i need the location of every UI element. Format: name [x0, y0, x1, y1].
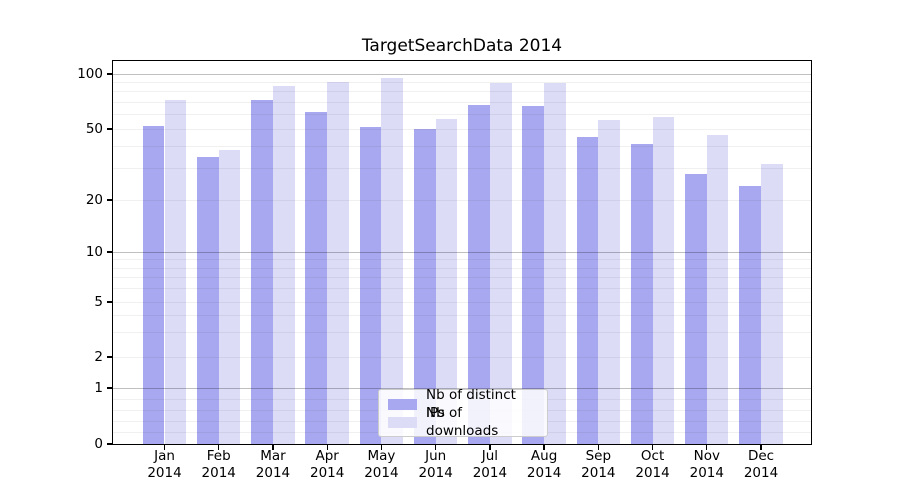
x-tick-label-apr: Apr 2014	[310, 448, 345, 481]
x-tick-label-jan: Jan 2014	[147, 448, 182, 481]
bar-downloads-feb	[218, 150, 241, 444]
y-tick-label-10: 10	[85, 244, 103, 260]
bar-ips-dec	[739, 185, 762, 444]
bar-ips-jan	[142, 125, 165, 444]
plot-area: Nb of distinct IPs Nb of downloads	[112, 60, 812, 445]
legend-label-distinct-ips: Nb of distinct IPs	[426, 387, 516, 421]
y-tick-mark-0	[107, 443, 112, 445]
legend: Nb of distinct IPs Nb of downloads	[378, 387, 548, 439]
gridline-minor-30	[113, 168, 811, 170]
x-tick-mark-sep	[597, 445, 599, 450]
y-tick-mark-5	[107, 301, 112, 303]
x-tick-mark-jun	[435, 445, 437, 450]
gridline-major-10	[113, 251, 811, 253]
bar-ips-feb	[197, 156, 219, 444]
x-tick-label-mar: Mar 2014	[255, 448, 291, 481]
gridline-minor-60	[113, 114, 811, 116]
x-tick-mark-nov	[706, 445, 708, 450]
y-tick-label-20: 20	[85, 192, 103, 208]
y-tick-label-5: 5	[94, 294, 103, 310]
gridline-minor-5	[113, 301, 811, 303]
legend-swatch-downloads	[388, 416, 417, 428]
x-tick-mark-jan	[163, 445, 166, 450]
x-tick-mark-aug	[543, 445, 545, 450]
gridline-minor-7	[113, 277, 811, 279]
x-tick-label-sep: Sep 2014	[581, 448, 616, 481]
gridline-major-100	[113, 73, 811, 75]
bar-ips-jun	[413, 129, 436, 444]
bar-downloads-sep	[598, 120, 621, 444]
x-tick-mark-may	[380, 445, 383, 450]
gridline-minor-8	[113, 267, 811, 269]
gridline-minor-2	[113, 356, 811, 358]
gridline-minor-4	[113, 314, 811, 316]
x-tick-label-dec: Dec 2014	[743, 448, 779, 481]
y-tick-label-100: 100	[77, 66, 103, 82]
bar-ips-aug	[522, 105, 545, 444]
x-tick-label-aug: Aug 2014	[526, 448, 562, 481]
x-tick-mark-apr	[326, 445, 328, 450]
bar-downloads-may	[381, 78, 404, 444]
bar-downloads-nov	[706, 135, 729, 444]
bar-downloads-jan	[164, 100, 187, 444]
gridline-minor-40	[113, 145, 811, 147]
x-tick-mark-dec	[760, 445, 762, 450]
bar-ips-apr	[305, 111, 328, 444]
bar-ips-may	[359, 127, 382, 444]
gridline-minor-70	[113, 101, 811, 103]
bar-ips-oct	[630, 144, 653, 444]
bar-ips-sep	[576, 137, 599, 444]
gridline-minor-20	[113, 199, 811, 201]
y-tick-mark-2	[107, 356, 112, 358]
x-tick-mark-jul	[489, 445, 491, 450]
bar-ips-mar	[251, 100, 273, 444]
bar-downloads-mar	[272, 85, 295, 444]
x-tick-label-may: May 2014	[364, 448, 399, 481]
x-tick-label-jul: Jul 2014	[472, 448, 508, 481]
gridline-minor-6	[113, 288, 811, 290]
x-tick-label-oct: Oct 2014	[635, 448, 670, 481]
gridline-minor-90	[113, 81, 811, 83]
y-tick-mark-1	[107, 387, 112, 389]
y-tick-label-50: 50	[85, 121, 103, 137]
y-tick-label-2: 2	[94, 349, 103, 365]
y-tick-mark-20	[107, 199, 112, 201]
bar-downloads-apr	[327, 82, 349, 444]
x-tick-mark-feb	[218, 445, 220, 450]
legend-label-downloads: Nb of downloads	[426, 405, 499, 439]
bar-downloads-jul	[489, 83, 512, 444]
y-tick-mark-10	[107, 251, 112, 253]
y-tick-mark-100	[107, 73, 112, 75]
gridline-minor-3	[113, 332, 811, 334]
bar-downloads-dec	[761, 163, 783, 444]
gridline-major-1	[113, 387, 811, 389]
bar-ips-nov	[685, 173, 707, 444]
bar-ips-jul	[468, 104, 490, 444]
gridline-minor-50	[113, 128, 811, 130]
legend-item-distinct-ips: Nb of distinct IPs	[388, 387, 538, 421]
x-tick-label-nov: Nov 2014	[689, 448, 724, 481]
bar-downloads-jun	[435, 118, 458, 444]
bar-downloads-oct	[652, 117, 675, 444]
y-tick-label-0: 0	[94, 436, 103, 452]
gridline-minor-9	[113, 259, 811, 261]
bar-downloads-aug	[544, 83, 566, 444]
legend-item-downloads: Nb of downloads	[388, 405, 538, 439]
x-tick-mark-oct	[651, 445, 654, 450]
chart-title: TargetSearchData 2014	[361, 36, 563, 56]
x-tick-label-jun: Jun 2014	[418, 448, 453, 481]
x-tick-label-feb: Feb 2014	[201, 448, 236, 481]
legend-swatch-distinct-ips	[388, 398, 417, 410]
y-tick-label-1: 1	[94, 380, 103, 396]
gridline-minor-80	[113, 91, 811, 93]
y-tick-mark-50	[107, 128, 112, 130]
x-tick-mark-mar	[272, 445, 274, 450]
